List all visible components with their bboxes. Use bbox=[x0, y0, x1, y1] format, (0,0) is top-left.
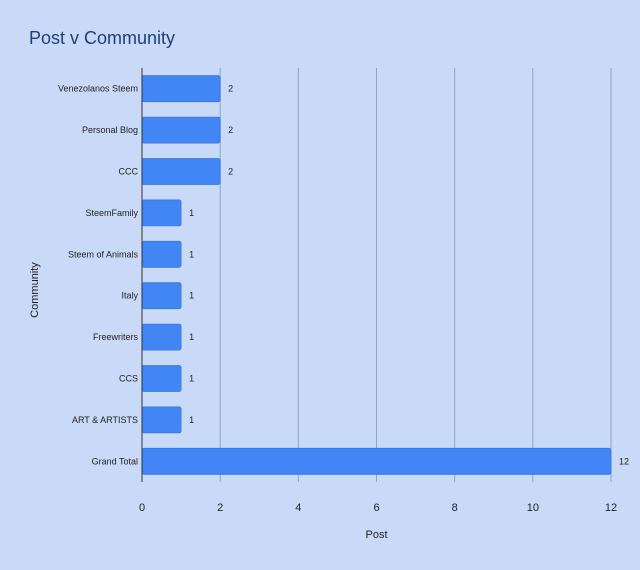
x-tick-label: 8 bbox=[452, 502, 458, 514]
bar bbox=[141, 406, 182, 434]
x-tick-label: 0 bbox=[139, 502, 145, 514]
bar bbox=[141, 158, 221, 185]
category-label: Freewriters bbox=[93, 332, 139, 342]
x-axis-title: Post bbox=[365, 529, 387, 541]
data-labels: 2 2 2 1 1 1 1 1 1 12 bbox=[189, 84, 629, 467]
bar bbox=[141, 116, 221, 144]
x-tick-labels: 0 2 4 6 8 10 12 bbox=[139, 502, 617, 514]
data-label: 1 bbox=[189, 374, 194, 384]
category-label: Italy bbox=[121, 291, 138, 301]
grid-lines bbox=[219, 68, 612, 482]
x-tick-label: 12 bbox=[605, 502, 617, 514]
x-tick-label: 6 bbox=[373, 502, 379, 514]
bar bbox=[141, 199, 182, 227]
bar bbox=[141, 365, 182, 392]
data-label: 1 bbox=[189, 291, 194, 301]
data-label: 2 bbox=[228, 125, 233, 135]
category-label: CCC bbox=[119, 167, 139, 177]
data-label: 1 bbox=[189, 332, 194, 342]
x-tick-label: 2 bbox=[217, 502, 223, 514]
chart-title: Post v Community bbox=[29, 28, 176, 48]
bar bbox=[141, 282, 182, 310]
category-label: CCS bbox=[119, 374, 138, 384]
data-label: 12 bbox=[619, 456, 629, 466]
data-label: 2 bbox=[228, 84, 233, 94]
category-label: Venezolanos Steem bbox=[58, 84, 138, 94]
y-axis-title: Community bbox=[29, 262, 41, 318]
category-label: ART & ARTISTS bbox=[72, 415, 138, 425]
category-label: Grand Total bbox=[92, 456, 138, 466]
data-label: 1 bbox=[189, 249, 194, 259]
x-tick-label: 4 bbox=[295, 502, 301, 514]
x-tick-label: 10 bbox=[527, 502, 539, 514]
bar bbox=[141, 323, 182, 351]
category-label: SteemFamily bbox=[85, 208, 138, 218]
category-label: Steem of Animals bbox=[68, 249, 139, 259]
bar bbox=[141, 75, 221, 103]
category-label: Personal Blog bbox=[82, 125, 138, 135]
data-label: 2 bbox=[228, 167, 233, 177]
bar bbox=[141, 240, 182, 268]
data-label: 1 bbox=[189, 415, 194, 425]
bar bbox=[141, 447, 612, 475]
data-label: 1 bbox=[189, 208, 194, 218]
category-labels: Venezolanos Steem Personal Blog CCC SteemFa… bbox=[58, 84, 139, 467]
